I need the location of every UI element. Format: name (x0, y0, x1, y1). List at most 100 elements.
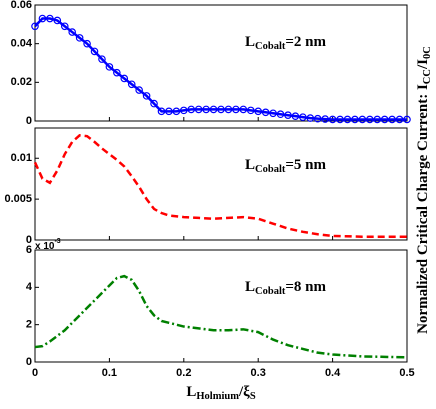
text-sub: CC (422, 69, 433, 84)
y-tick-label: 0.04 (11, 38, 33, 50)
y-tick-label: 0.005 (4, 193, 32, 205)
text-sub: S (250, 391, 256, 402)
x-axis-label: LHolmium/ξS (186, 384, 255, 402)
plot-frame (34, 249, 408, 363)
y-tick-label: 0 (26, 115, 32, 127)
data-point (31, 22, 39, 31)
data-point (328, 115, 337, 124)
data-point (321, 115, 329, 123)
data-point (53, 16, 62, 25)
x-tick-label: 0.1 (102, 367, 117, 379)
data-point (180, 106, 188, 115)
data-point (46, 14, 54, 23)
data-point (306, 114, 315, 122)
data-point (224, 105, 233, 114)
axis-offset: x 10-3 (35, 238, 61, 252)
text-part: Normalized Critical Charge Current: I (415, 84, 431, 334)
text-part: =2 nm (285, 34, 326, 50)
x-tick-label: 0 (32, 367, 38, 379)
text-sub: -3 (54, 238, 60, 245)
x-tick-label: 0.2 (176, 367, 191, 379)
data-line (34, 17, 407, 121)
text-part: L (245, 34, 255, 50)
y-tick-label: 2 (26, 319, 32, 331)
text-sub: Cobalt (255, 164, 286, 175)
data-point (217, 105, 225, 114)
annotation: LCobalt=8 nm (245, 279, 326, 297)
x-tick-label: 0.4 (325, 367, 341, 379)
data-point (254, 107, 263, 116)
data-point (150, 99, 158, 108)
data-point (358, 115, 367, 124)
data-point (246, 106, 255, 115)
data-point (75, 34, 84, 42)
y-tick-label: 0.02 (11, 76, 32, 88)
data-point (232, 105, 240, 114)
data-point (313, 114, 322, 123)
data-point (105, 63, 114, 71)
data-line (34, 274, 408, 359)
data-point (261, 108, 270, 117)
data-point (380, 115, 389, 124)
data-point (68, 28, 77, 36)
text-part: =5 nm (285, 157, 326, 173)
plot-frame (34, 127, 408, 241)
data-point (209, 105, 218, 114)
data-point (113, 68, 121, 77)
data-line (33, 134, 407, 238)
data-point (127, 80, 136, 89)
text-sub: Cobalt (255, 41, 286, 52)
data-point (336, 115, 344, 124)
data-point (194, 105, 203, 114)
data-point (351, 115, 359, 124)
data-point (365, 115, 374, 124)
y-axis-label: Normalized Critical Charge Current: ICC/… (415, 46, 433, 334)
y-tick-label: 0 (26, 356, 32, 368)
text-part: /ξ (238, 384, 250, 400)
data-point (98, 55, 106, 63)
data-point (165, 107, 173, 116)
annotation: LCobalt=5 nm (245, 157, 326, 175)
text-sub: Holmium (196, 391, 239, 402)
data-point (291, 112, 300, 120)
data-point (343, 115, 352, 124)
data-point (60, 22, 69, 31)
data-point (172, 107, 181, 116)
x-tick-label: 0.3 (251, 367, 266, 379)
data-point (90, 47, 99, 56)
text-part: L (186, 384, 196, 400)
data-point (157, 107, 166, 116)
data-point (239, 105, 248, 114)
text-part: /I (415, 59, 431, 70)
data-point (38, 14, 47, 23)
y-tick-label: 0.06 (11, 0, 32, 11)
y-tick-label: 0 (26, 234, 32, 246)
data-point (83, 39, 91, 48)
data-point (276, 110, 285, 119)
data-point (299, 113, 307, 121)
text-sub: Cobalt (255, 286, 286, 297)
y-tick-label: 0.01 (11, 152, 32, 164)
text-part: L (245, 157, 255, 173)
data-point (142, 92, 151, 100)
data-point (202, 105, 210, 114)
annotation: LCobalt=2 nm (245, 34, 326, 52)
data-point (388, 115, 396, 124)
data-point (284, 111, 292, 120)
data-point (395, 115, 404, 124)
text-part: L (245, 279, 255, 295)
y-tick-label: 6 (26, 244, 32, 256)
text-sub: 0C (422, 46, 433, 59)
data-point (373, 115, 382, 124)
plot-frame (34, 4, 408, 122)
x-tick-label: 0.5 (399, 367, 414, 379)
data-point (403, 115, 411, 124)
y-tick-label: 4 (26, 281, 33, 293)
text-part: x 10 (35, 241, 55, 252)
data-point (120, 74, 129, 83)
data-point (187, 105, 196, 114)
text-part: =8 nm (285, 279, 326, 295)
data-point (135, 86, 143, 94)
data-point (269, 109, 277, 118)
